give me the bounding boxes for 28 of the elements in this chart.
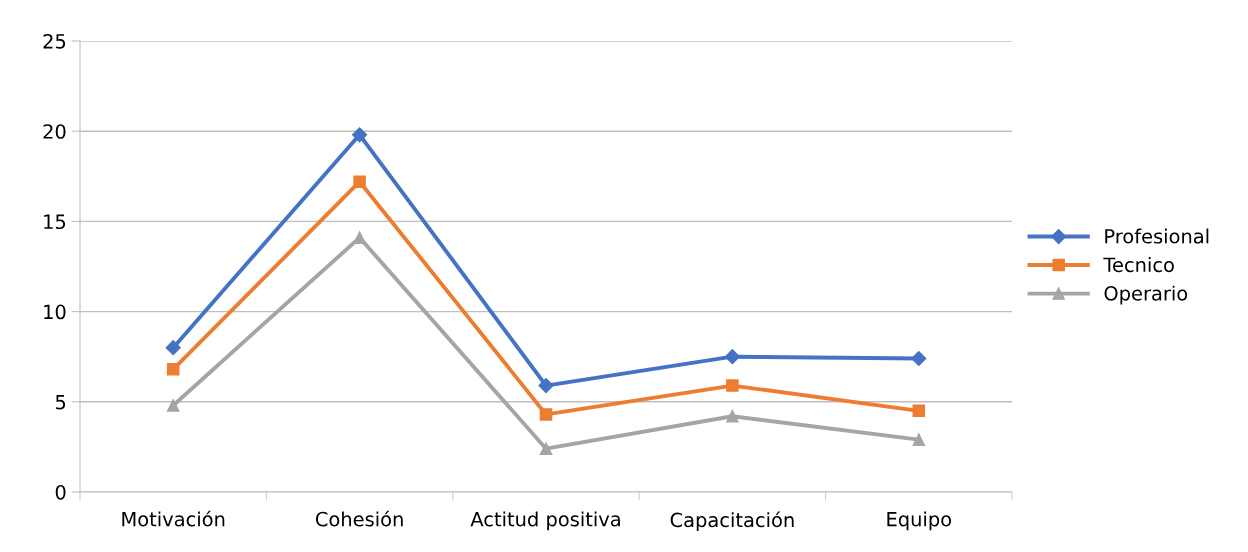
- legend-label: Tecnico: [1103, 257, 1174, 273]
- point: [912, 433, 926, 446]
- legend-label: Operario: [1104, 285, 1188, 305]
- point: [166, 399, 180, 412]
- x-tick-label: Actitud positiva: [470, 511, 620, 531]
- y-tick-label: 5: [55, 395, 66, 410]
- x-tick-label: Capacitación: [670, 511, 794, 532]
- point: [352, 127, 368, 143]
- point: [538, 377, 554, 394]
- point: [539, 442, 553, 455]
- point: [911, 350, 927, 367]
- point: [166, 363, 180, 376]
- legend-label: Profesional: [1105, 228, 1209, 244]
- point: [165, 340, 181, 356]
- point: [353, 175, 366, 188]
- point: [912, 404, 926, 418]
- x-tick-label: Equipo: [887, 511, 952, 531]
- point: [724, 349, 740, 365]
- y-tick-label: 0: [55, 484, 66, 500]
- y-tick-label: 15: [44, 214, 66, 230]
- x-tick-label: Motivación: [122, 510, 225, 527]
- y-tick-label: 10: [44, 304, 66, 320]
- x-tick-label: Cohesión: [315, 510, 403, 527]
- y-tick-label: 20: [43, 124, 66, 139]
- point: [726, 409, 739, 423]
- point: [539, 408, 553, 421]
- y-tick-label: 25: [43, 33, 66, 49]
- point: [726, 379, 739, 392]
